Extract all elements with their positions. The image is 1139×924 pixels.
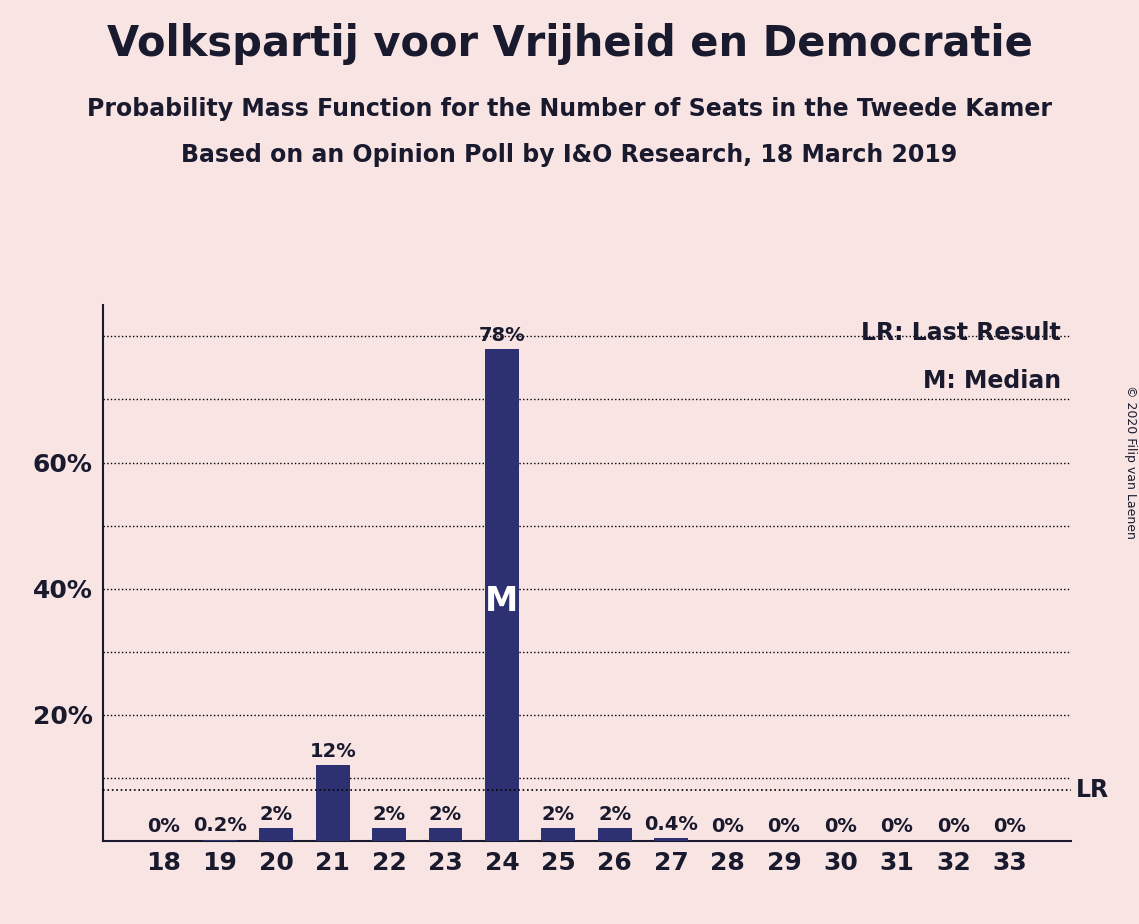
Text: M: M: [485, 585, 518, 618]
Text: Probability Mass Function for the Number of Seats in the Tweede Kamer: Probability Mass Function for the Number…: [87, 97, 1052, 121]
Text: M: Median: M: Median: [923, 370, 1060, 394]
Bar: [428, 828, 462, 841]
Bar: [654, 838, 688, 841]
Text: 0%: 0%: [147, 818, 180, 836]
Text: 2%: 2%: [372, 805, 405, 824]
Text: 2%: 2%: [429, 805, 462, 824]
Text: 2%: 2%: [598, 805, 631, 824]
Bar: [372, 828, 405, 841]
Text: 0%: 0%: [711, 818, 744, 836]
Text: LR: LR: [1076, 778, 1109, 802]
Text: 78%: 78%: [478, 325, 525, 345]
Bar: [485, 349, 519, 841]
Text: 0%: 0%: [993, 818, 1026, 836]
Text: 0.4%: 0.4%: [645, 815, 698, 833]
Bar: [260, 828, 293, 841]
Text: Based on an Opinion Poll by I&O Research, 18 March 2019: Based on an Opinion Poll by I&O Research…: [181, 143, 958, 167]
Text: 0%: 0%: [880, 818, 913, 836]
Bar: [203, 840, 237, 841]
Text: 0.2%: 0.2%: [192, 816, 247, 835]
Text: 2%: 2%: [260, 805, 293, 824]
Text: Volkspartij voor Vrijheid en Democratie: Volkspartij voor Vrijheid en Democratie: [107, 23, 1032, 65]
Bar: [598, 828, 632, 841]
Bar: [541, 828, 575, 841]
Text: 0%: 0%: [823, 818, 857, 836]
Text: 12%: 12%: [310, 742, 357, 760]
Text: © 2020 Filip van Laenen: © 2020 Filip van Laenen: [1124, 385, 1137, 539]
Text: 0%: 0%: [768, 818, 801, 836]
Text: 2%: 2%: [542, 805, 575, 824]
Bar: [316, 765, 350, 841]
Text: LR: Last Result: LR: Last Result: [861, 321, 1060, 345]
Text: 0%: 0%: [937, 818, 969, 836]
